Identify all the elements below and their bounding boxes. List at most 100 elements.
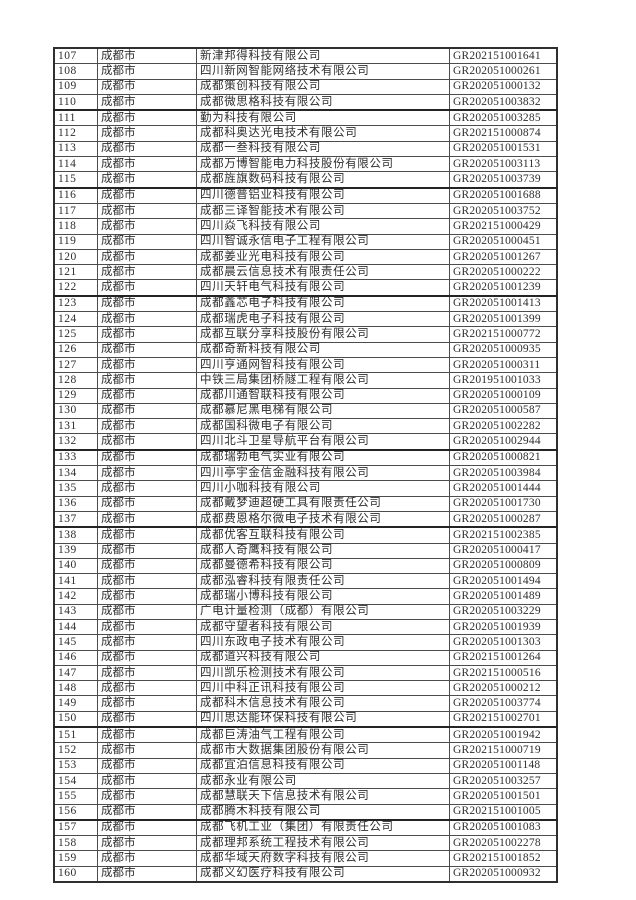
gr-code-cell: GR202051000222 [449,264,558,281]
row-number-cell: 110 [53,93,98,111]
row-number-cell: 126 [53,341,98,358]
table-row: 143 成都市 广电计量检测（成都）有限公司 GR202051003229 [53,603,558,620]
city-cell: 成都市 [97,202,197,220]
company-name-cell: 成都义幻医疗科技有限公司 [196,865,450,883]
table-row: 125 成都市 成都互联分享科技股份有限公司 GR202151000772 [53,326,558,343]
row-number-cell: 107 [53,47,98,65]
gr-code-cell: GR202051000809 [449,557,558,575]
city-cell: 成都市 [97,311,197,328]
company-name-cell: 广电计量检测（成都）有限公司 [196,603,450,620]
gr-code-cell: GR202051000311 [449,356,558,374]
gr-code-cell: GR202051001303 [449,634,558,651]
company-name-cell: 成都人奇鹰科技有限公司 [196,542,450,559]
table-row: 110 成都市 成都微思格科技有限公司 GR202051003832 [53,93,558,111]
city-cell: 成都市 [97,526,197,544]
company-name-cell: 成都一叁科技有限公司 [196,140,450,158]
company-name-cell: 四川亭宇金信金融科技有限公司 [196,465,450,482]
table-row: 138 成都市 成都优客互联科技有限公司 GR202151002385 [53,526,558,544]
gr-code-cell: GR202051001730 [449,495,558,512]
table-row: 148 成都市 四川中科正讯科技有限公司 GR202051000212 [53,680,558,697]
row-number-cell: 120 [53,248,98,266]
city-cell: 成都市 [97,218,197,235]
city-cell: 成都市 [97,742,197,759]
city-cell: 成都市 [97,542,197,559]
city-cell: 成都市 [97,510,197,528]
company-name-cell: 四川德普铝业科技有限公司 [196,186,450,204]
city-cell: 成都市 [97,695,197,712]
table-row: 157 成都市 成都飞机工业（集团）有限责任公司 GR202051001083 [53,818,558,837]
gr-code-cell: GR202151001852 [449,850,558,867]
city-cell: 成都市 [97,664,197,682]
row-number-cell: 140 [53,557,98,575]
row-number-cell: 148 [53,680,98,697]
company-name-cell: 成都优客互联科技有限公司 [196,526,450,544]
gr-code-cell: GR202051000932 [449,865,558,883]
city-cell: 成都市 [97,772,197,790]
gr-code-cell: GR202051002278 [449,835,558,852]
gr-code-cell: GR202151001641 [449,47,558,65]
row-number-cell: 160 [53,865,98,883]
city-cell: 成都市 [97,588,197,605]
city-cell: 成都市 [97,818,197,837]
company-name-cell: 四川天轩电气科技有限公司 [196,279,450,297]
gr-code-cell: GR202051002944 [449,433,558,451]
table-body: 107 成都市 新津邦得科技有限公司 GR202151001641 108 成都… [53,47,558,883]
gr-code-cell: GR202051001399 [449,311,558,328]
company-name-cell: 成都巨涛油气工程有限公司 [196,726,450,744]
table-row: 130 成都市 成都慕尼黑电梯有限公司 GR202051000587 [53,402,558,420]
row-number-cell: 122 [53,279,98,297]
table-row: 149 成都市 成都科木信息技术有限公司 GR202051003774 [53,695,558,712]
city-cell: 成都市 [97,248,197,266]
table-row: 123 成都市 成都鑫芯电子科技有限公司 GR202051001413 [53,294,558,313]
table-row: 118 成都市 四川焱飞科技有限公司 GR202151000429 [53,218,558,235]
company-name-cell: 成都三译智能技术有限公司 [196,202,450,220]
gr-code-cell: GR202051003739 [449,171,558,189]
company-name-cell: 成都瑞虎电子科技有限公司 [196,311,450,328]
gr-code-cell: GR202151000874 [449,125,558,142]
table-row: 117 成都市 成都三译智能技术有限公司 GR202051003752 [53,202,558,220]
row-number-cell: 115 [53,171,98,189]
company-name-cell: 四川中科正讯科技有限公司 [196,680,450,697]
table-row: 132 成都市 四川北斗卫星导航平台有限公司 GR202051002944 [53,433,558,451]
company-name-cell: 四川亨通网智科技有限公司 [196,356,450,374]
gr-code-cell: GR202051003285 [449,109,558,127]
gr-code-cell: GR202051000261 [449,63,558,80]
gr-code-cell: GR202151002701 [449,710,558,728]
gr-code-cell: GR202151000516 [449,664,558,682]
row-number-cell: 139 [53,542,98,559]
row-number-cell: 150 [53,710,98,728]
gr-code-cell: GR202051001531 [449,140,558,158]
row-number-cell: 125 [53,326,98,343]
city-cell: 成都市 [97,47,197,65]
city-cell: 成都市 [97,726,197,744]
table-row: 159 成都市 成都华域天府数字科技有限公司 GR202151001852 [53,850,558,867]
city-cell: 成都市 [97,788,197,805]
gr-code-cell: GR202151000772 [449,326,558,343]
company-name-cell: 成都永业有限公司 [196,772,450,790]
table-row: 158 成都市 成都理邦系统工程技术有限公司 GR202051002278 [53,835,558,852]
company-name-cell: 四川北斗卫星导航平台有限公司 [196,433,450,451]
table-row: 150 成都市 四川思达能环保科技有限公司 GR202151002701 [53,710,558,728]
gr-code-cell: GR202051001688 [449,186,558,204]
city-cell: 成都市 [97,573,197,590]
table-row: 107 成都市 新津邦得科技有限公司 GR202151001641 [53,47,558,65]
table-row: 129 成都市 成都川通智联科技有限公司 GR202051000109 [53,387,558,404]
gr-code-cell: GR202051003984 [449,465,558,482]
company-name-cell: 成都姜业光电科技有限公司 [196,248,450,266]
gr-code-cell: GR202051001444 [449,480,558,497]
gr-code-cell: GR202051000935 [449,341,558,358]
company-name-cell: 成都微思格科技有限公司 [196,93,450,111]
gr-code-cell: GR202051001239 [449,279,558,297]
company-name-cell: 勤为科技有限公司 [196,109,450,127]
row-number-cell: 158 [53,835,98,852]
gr-code-cell: GR202051002282 [449,418,558,435]
row-number-cell: 114 [53,156,98,173]
table-row: 121 成都市 成都晨云信息技术有限责任公司 GR202051000222 [53,264,558,281]
company-name-cell: 成都市大数据集团股份有限公司 [196,742,450,759]
company-name-cell: 成都互联分享科技股份有限公司 [196,326,450,343]
row-number-cell: 155 [53,788,98,805]
city-cell: 成都市 [97,418,197,435]
table-row: 155 成都市 成都慧联天下信息技术有限公司 GR202051001501 [53,788,558,805]
gr-code-cell: GR202051001494 [449,573,558,590]
